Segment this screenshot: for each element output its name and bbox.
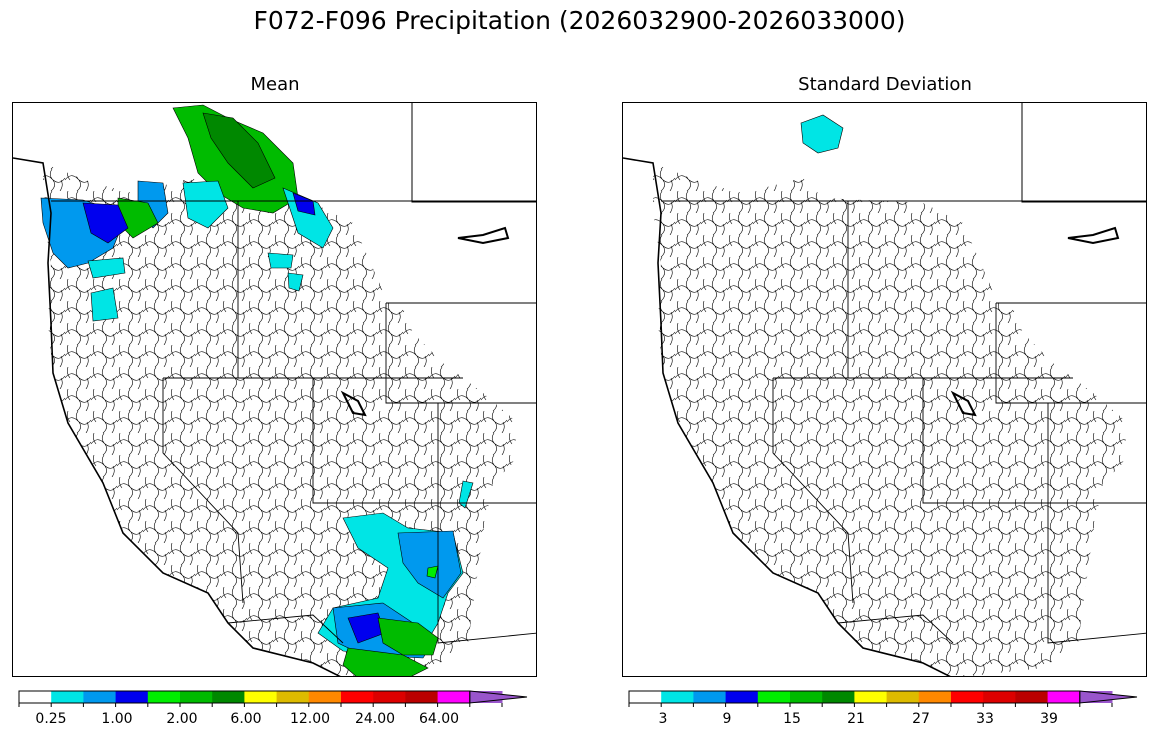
colorbar-segment [790,691,823,703]
colorbar-segment [19,691,52,703]
sd-tick-label: 3 [658,711,668,727]
colorbar-segment [1047,691,1081,703]
sd-tick-label: 21 [847,711,865,727]
colorbar-segment [51,691,84,703]
sd-tick-label: 27 [912,711,930,727]
colorbar-segment [276,691,310,703]
sd-precip-fills [800,114,844,154]
mean-tick-label: 1.00 [101,711,133,727]
sd-basin-outlines [653,163,1128,676]
colorbar-segment [437,691,471,703]
mean-tick-label: 12.00 [289,711,331,727]
colorbar-segment [373,691,406,703]
mean-panel-title: Mean [250,74,300,95]
mean-precipitation-map [12,102,537,677]
colorbar-segment [725,691,759,703]
mean-tick-label: 64.00 [418,711,460,727]
colorbar-segment [405,691,439,703]
mean-tick-label: 2.00 [166,711,198,727]
colorbar-segment [693,691,727,703]
colorbar-segment [212,691,245,703]
colorbar-segment [83,691,117,703]
sd-precipitation-map [622,102,1147,677]
mean-colorbar: 0.25 1.00 2.00 6.00 12.00 24.00 64.00 [18,689,530,739]
figure-title: F072-F096 Precipitation (2026032900-2026… [253,6,906,35]
mean-tick-label: 24.00 [354,711,396,727]
mean-colorbar-strip [18,690,528,707]
mean-tick-label: 0.25 [35,711,67,727]
colorbar-segment [661,691,694,703]
colorbar-segment [1015,691,1049,703]
colorbar-segment [951,691,984,703]
sd-tick-label: 33 [976,711,994,727]
sd-tick-label: 39 [1040,711,1058,727]
colorbar-segment [147,691,181,703]
colorbar-segment [918,691,952,703]
sd-tick-label: 15 [783,711,801,727]
mean-tick-label: 6.00 [230,711,262,727]
colorbar-segment [983,691,1016,703]
sd-boundaries [623,103,1146,676]
colorbar-segment [341,691,374,703]
sd-colorbar: 3 9 15 21 27 33 39 [628,689,1140,739]
colorbar-segment [180,691,213,703]
mean-precip-fills [40,104,474,676]
colorbar-segment [886,691,920,703]
colorbar-segment [115,691,149,703]
colorbar-segment [854,691,888,703]
sd-colorbar-strip [628,690,1138,707]
mean-map-canvas [13,103,536,676]
colorbar-segment [308,691,342,703]
colorbar-segment [822,691,855,703]
sd-panel-title: Standard Deviation [798,74,972,95]
colorbar-segment [244,691,278,703]
sd-map-canvas [623,103,1146,676]
sd-tick-label: 9 [722,711,732,727]
colorbar-segment [629,691,662,703]
colorbar-segment [757,691,791,703]
mean-boundaries [13,103,536,676]
